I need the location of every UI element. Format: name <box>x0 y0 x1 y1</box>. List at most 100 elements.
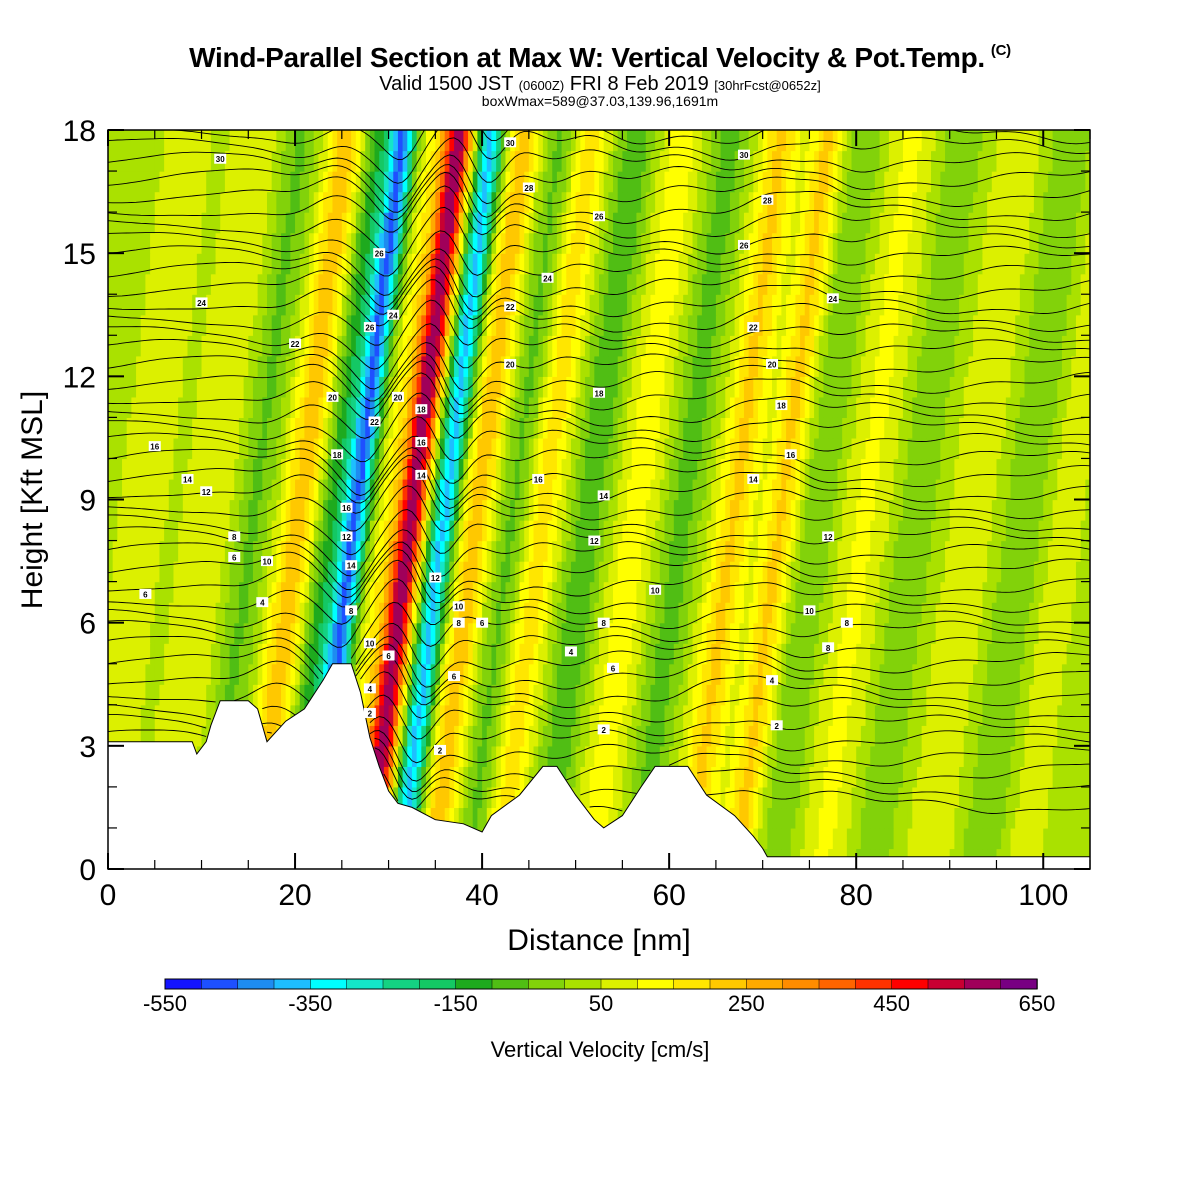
velocity-cell <box>575 478 581 501</box>
velocity-cell <box>383 766 390 788</box>
velocity-cell <box>879 561 885 583</box>
velocity-cell <box>977 499 984 521</box>
velocity-cell <box>552 725 558 747</box>
velocity-cell <box>112 540 118 562</box>
velocity-cell <box>931 725 937 747</box>
velocity-cell <box>196 458 203 480</box>
velocity-cell <box>458 540 464 562</box>
velocity-cell <box>701 376 708 398</box>
velocity-cell <box>870 437 876 460</box>
velocity-cell <box>687 417 694 439</box>
velocity-cell <box>290 520 296 542</box>
velocity-cell <box>168 684 175 706</box>
velocity-cell <box>112 663 118 685</box>
velocity-cell <box>725 417 731 439</box>
velocity-cell <box>842 643 848 665</box>
velocity-cell <box>1061 704 1068 726</box>
velocity-cell <box>210 622 217 644</box>
velocity-cell <box>973 725 979 747</box>
velocity-cell <box>276 499 282 521</box>
velocity-cell <box>299 437 305 460</box>
velocity-cell <box>337 602 343 624</box>
velocity-cell <box>804 807 811 829</box>
velocity-cell <box>823 622 829 644</box>
velocity-cell <box>252 499 259 521</box>
velocity-cell <box>669 540 675 562</box>
velocity-cell <box>715 643 722 665</box>
velocity-cell <box>220 478 226 501</box>
velocity-cell <box>1071 704 1077 726</box>
velocity-cell <box>659 622 666 644</box>
velocity-cell <box>641 417 647 439</box>
velocity-cell <box>851 786 857 809</box>
velocity-cell <box>1001 643 1007 665</box>
velocity-cell <box>879 540 885 562</box>
velocity-cell <box>608 581 614 603</box>
velocity-cell <box>220 663 226 685</box>
velocity-cell <box>552 499 558 521</box>
velocity-cell <box>673 396 680 418</box>
velocity-cell <box>1015 643 1021 665</box>
velocity-cell <box>561 725 567 747</box>
velocity-cell <box>991 643 998 665</box>
velocity-cell <box>884 437 890 460</box>
velocity-cell <box>365 520 371 542</box>
velocity-cell <box>781 766 787 788</box>
velocity-cell <box>444 725 450 747</box>
velocity-cell <box>870 745 876 767</box>
velocity-cell <box>122 437 128 460</box>
velocity-cell <box>879 643 885 665</box>
velocity-cell <box>332 622 338 644</box>
velocity-cell <box>496 643 502 665</box>
velocity-cell <box>603 704 609 726</box>
velocity-cell <box>421 540 427 562</box>
velocity-cell <box>748 499 754 521</box>
velocity-cell <box>963 786 970 809</box>
velocity-cell <box>622 663 628 685</box>
velocity-cell <box>669 376 675 398</box>
velocity-cell <box>379 458 385 480</box>
velocity-cell <box>407 520 413 542</box>
velocity-cell <box>1024 786 1030 809</box>
velocity-cell <box>238 478 245 501</box>
velocity-cell <box>533 437 539 460</box>
velocity-cell <box>1005 417 1012 439</box>
velocity-cell <box>1061 807 1068 829</box>
velocity-cell <box>1033 643 1040 665</box>
velocity-cell <box>266 663 273 685</box>
velocity-cell <box>318 437 324 460</box>
velocity-cell <box>1015 766 1021 788</box>
velocity-cell <box>1024 499 1030 521</box>
velocity-cell <box>823 602 829 624</box>
velocity-cell <box>977 663 984 685</box>
velocity-cell <box>711 704 717 726</box>
velocity-cell <box>837 786 843 809</box>
velocity-cell <box>108 478 114 501</box>
velocity-cell <box>309 520 315 542</box>
velocity-cell <box>435 520 441 542</box>
velocity-cell <box>926 827 932 850</box>
velocity-cell <box>566 622 572 644</box>
velocity-cell <box>365 540 371 562</box>
velocity-cell <box>837 622 843 644</box>
velocity-cell <box>500 458 507 480</box>
velocity-cell <box>547 581 553 603</box>
velocity-cell <box>379 540 385 562</box>
velocity-cell <box>196 643 203 665</box>
velocity-cell <box>397 786 404 809</box>
velocity-cell <box>1038 417 1044 439</box>
velocity-cell <box>1029 478 1035 501</box>
velocity-cell <box>1052 807 1058 829</box>
velocity-cell <box>463 581 469 603</box>
velocity-cell <box>1047 725 1054 747</box>
velocity-cell <box>912 499 918 521</box>
velocity-cell <box>355 581 362 603</box>
velocity-cell <box>440 561 446 583</box>
velocity-cell <box>243 684 249 706</box>
velocity-cell <box>131 602 137 624</box>
velocity-cell <box>968 478 974 501</box>
velocity-cell <box>776 602 782 624</box>
velocity-cell <box>996 602 1002 624</box>
velocity-cell <box>636 561 642 583</box>
velocity-cell <box>608 745 614 767</box>
